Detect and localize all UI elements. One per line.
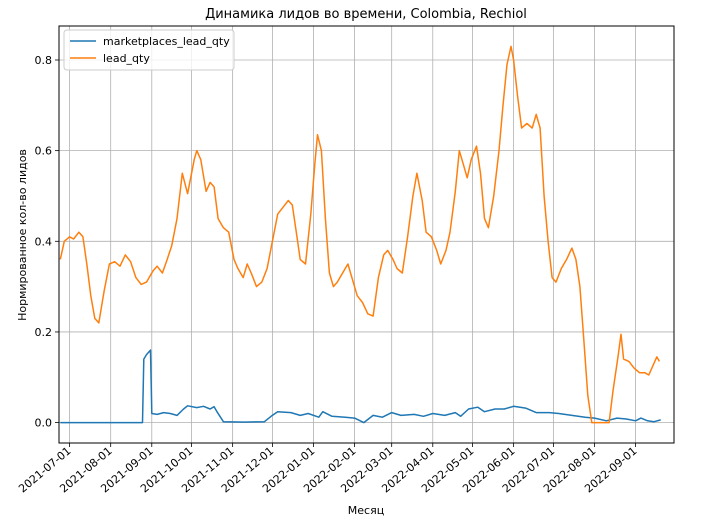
x-axis-label: Месяц — [348, 504, 384, 517]
chart-title: Динамика лидов во времени, Colombia, Rec… — [205, 7, 527, 22]
y-tick-label: 0.6 — [35, 145, 53, 158]
plot-area — [59, 26, 674, 443]
legend-box — [63, 29, 235, 71]
y-axis-label: Нормированное кол-во лидов — [16, 149, 29, 321]
plot-frame — [58, 25, 675, 444]
x-axis: 2021-07-012021-08-012021-09-012021-10-01… — [16, 443, 639, 495]
y-tick-label: 0.2 — [35, 326, 53, 339]
y-tick-label: 0.0 — [35, 417, 53, 430]
legend-label-lead: lead_qty — [103, 52, 150, 65]
y-tick-label: 0.8 — [35, 54, 53, 67]
series-line-marketplaces-lead-qty — [60, 349, 661, 424]
legend: marketplaces_lead_qty lead_qty — [63, 29, 235, 71]
legend-label-marketplaces: marketplaces_lead_qty — [103, 35, 230, 48]
y-tick-label: 0.4 — [35, 235, 53, 248]
series-group — [59, 45, 661, 424]
series-line-lead-qty — [59, 45, 661, 424]
y-axis: 0.0 0.2 0.4 0.6 0.8 — [35, 54, 59, 430]
grid — [59, 26, 674, 443]
